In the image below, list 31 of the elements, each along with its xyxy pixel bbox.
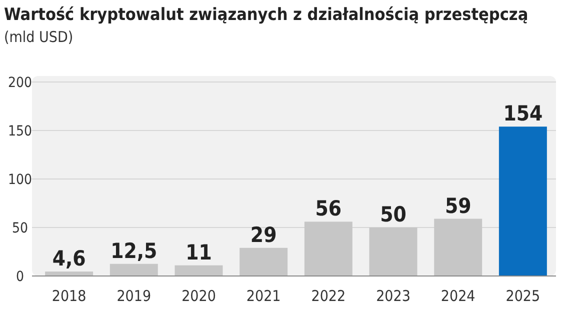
x-tick-label: 2018	[52, 287, 86, 305]
data-label: 59	[444, 194, 472, 218]
x-tick-label: 2024	[440, 287, 476, 305]
y-tick-label: 150	[8, 124, 32, 140]
x-tick-label: 2025	[506, 287, 540, 305]
chart-subtitle: (mld USD)	[4, 28, 74, 46]
y-tick-label: 0	[16, 269, 24, 285]
data-label: 11	[186, 240, 212, 264]
bar	[174, 265, 223, 276]
data-label: 154	[503, 102, 543, 126]
bar	[45, 272, 94, 276]
bar	[304, 222, 352, 276]
x-tick-label: 2020	[182, 287, 216, 305]
data-label: 50	[380, 202, 406, 226]
y-tick-label: 50	[12, 220, 28, 236]
x-tick-label: 2021	[246, 287, 281, 305]
data-label: 12,5	[110, 238, 158, 263]
data-label: 4,6	[52, 246, 86, 271]
data-label: 29	[250, 222, 277, 247]
bar	[240, 248, 288, 276]
data-label: 56	[315, 196, 342, 221]
y-tick-label: 100	[8, 172, 32, 188]
bar	[110, 264, 158, 276]
x-tick-label: 2019	[116, 287, 152, 305]
bar	[434, 218, 482, 276]
x-tick-label: 2022	[311, 287, 346, 305]
bar	[369, 228, 418, 276]
x-tick-label: 2023	[376, 287, 410, 305]
chart-title: Wartość kryptowalut związanych z działalnością przestępczą	[4, 5, 528, 25]
bar	[498, 126, 547, 276]
y-tick-label: 200	[8, 75, 32, 91]
